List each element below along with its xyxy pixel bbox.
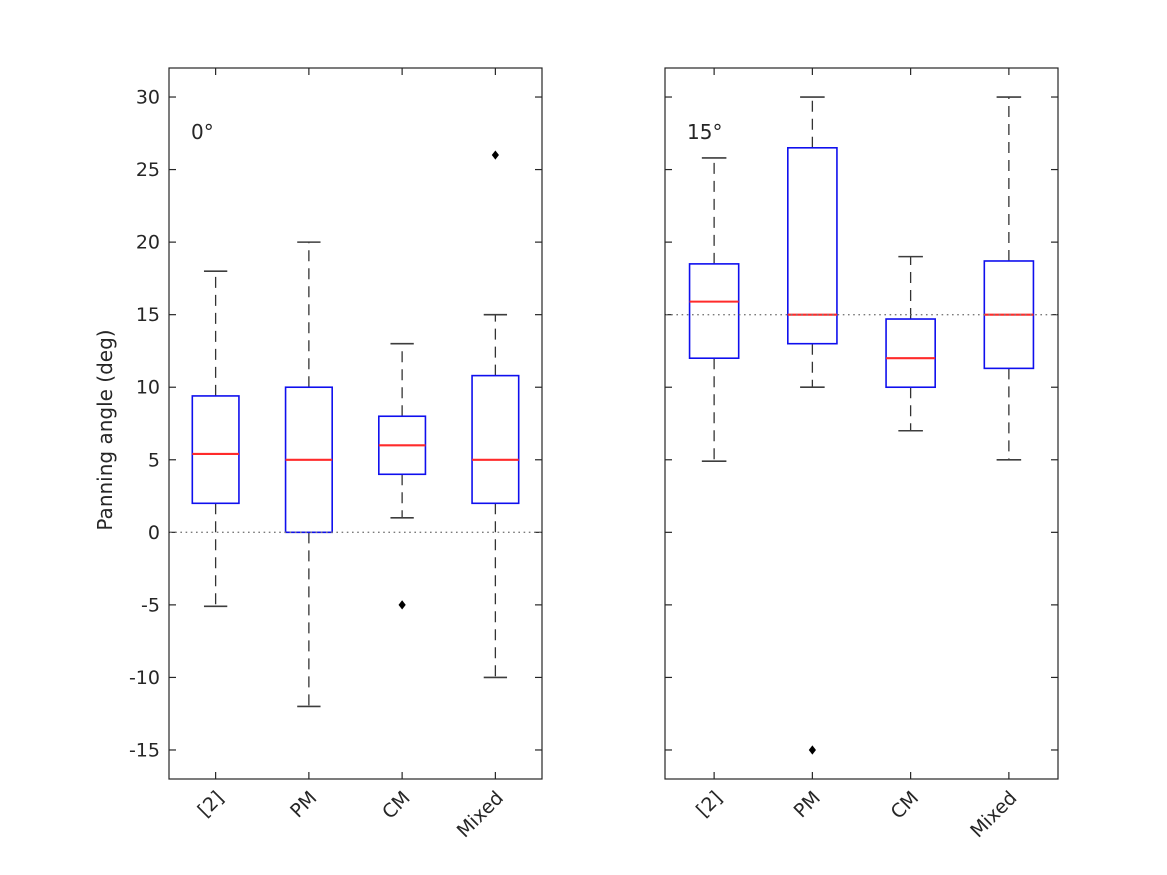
iqr-box — [787, 147, 838, 345]
x-tick-label: PM — [286, 787, 321, 822]
panel-label: 15° — [687, 120, 722, 144]
y-tick-label: 5 — [148, 449, 160, 471]
x-tick-label: Mixed — [966, 787, 1021, 842]
boxplot-group-Mixed — [471, 150, 520, 679]
iqr-box — [191, 395, 240, 505]
y-tick-label: 0 — [148, 522, 160, 544]
outlier-marker — [398, 600, 406, 610]
axes-frame — [664, 67, 1059, 780]
panel-left: -15 -10 -5 0 5 10 15 20 25 30 [2] PM CM Mixed 0° — [129, 67, 543, 842]
y-tick-label: 15 — [136, 304, 160, 326]
axes-frame — [168, 67, 543, 780]
boxplot-group-PM — [284, 241, 333, 708]
iqr-box — [471, 374, 520, 505]
y-tick-label: 20 — [136, 232, 160, 254]
x-tick-label: CM — [887, 787, 924, 824]
x-tick-label: [2] — [194, 787, 229, 822]
y-tick-label: 25 — [136, 159, 160, 181]
y-tick-label: -15 — [129, 739, 160, 761]
boxplot-group-[2] — [688, 157, 740, 463]
boxplot-group-Mixed — [983, 96, 1035, 461]
y-tick-label: 30 — [136, 87, 160, 109]
y-tick-label: 10 — [136, 377, 160, 399]
x-tick-label: CM — [378, 787, 415, 824]
iqr-box — [885, 318, 936, 389]
iqr-box — [688, 263, 740, 360]
x-tick-label: PM — [790, 787, 825, 822]
panel-label: 0° — [191, 120, 214, 144]
x-tick-label: [2] — [692, 787, 727, 822]
y-tick-label: -10 — [129, 667, 160, 689]
boxplot-group-CM — [885, 255, 936, 432]
outlier-marker — [491, 150, 499, 160]
boxplot-group-PM — [787, 96, 838, 755]
outlier-marker — [808, 745, 816, 755]
boxplot-group-CM — [378, 342, 427, 610]
panel-right: [2] PM CM Mixed 15° — [664, 67, 1059, 842]
y-tick-label: -5 — [141, 594, 160, 616]
boxplot-group-[2] — [191, 270, 240, 608]
x-tick-label: Mixed — [453, 787, 508, 842]
